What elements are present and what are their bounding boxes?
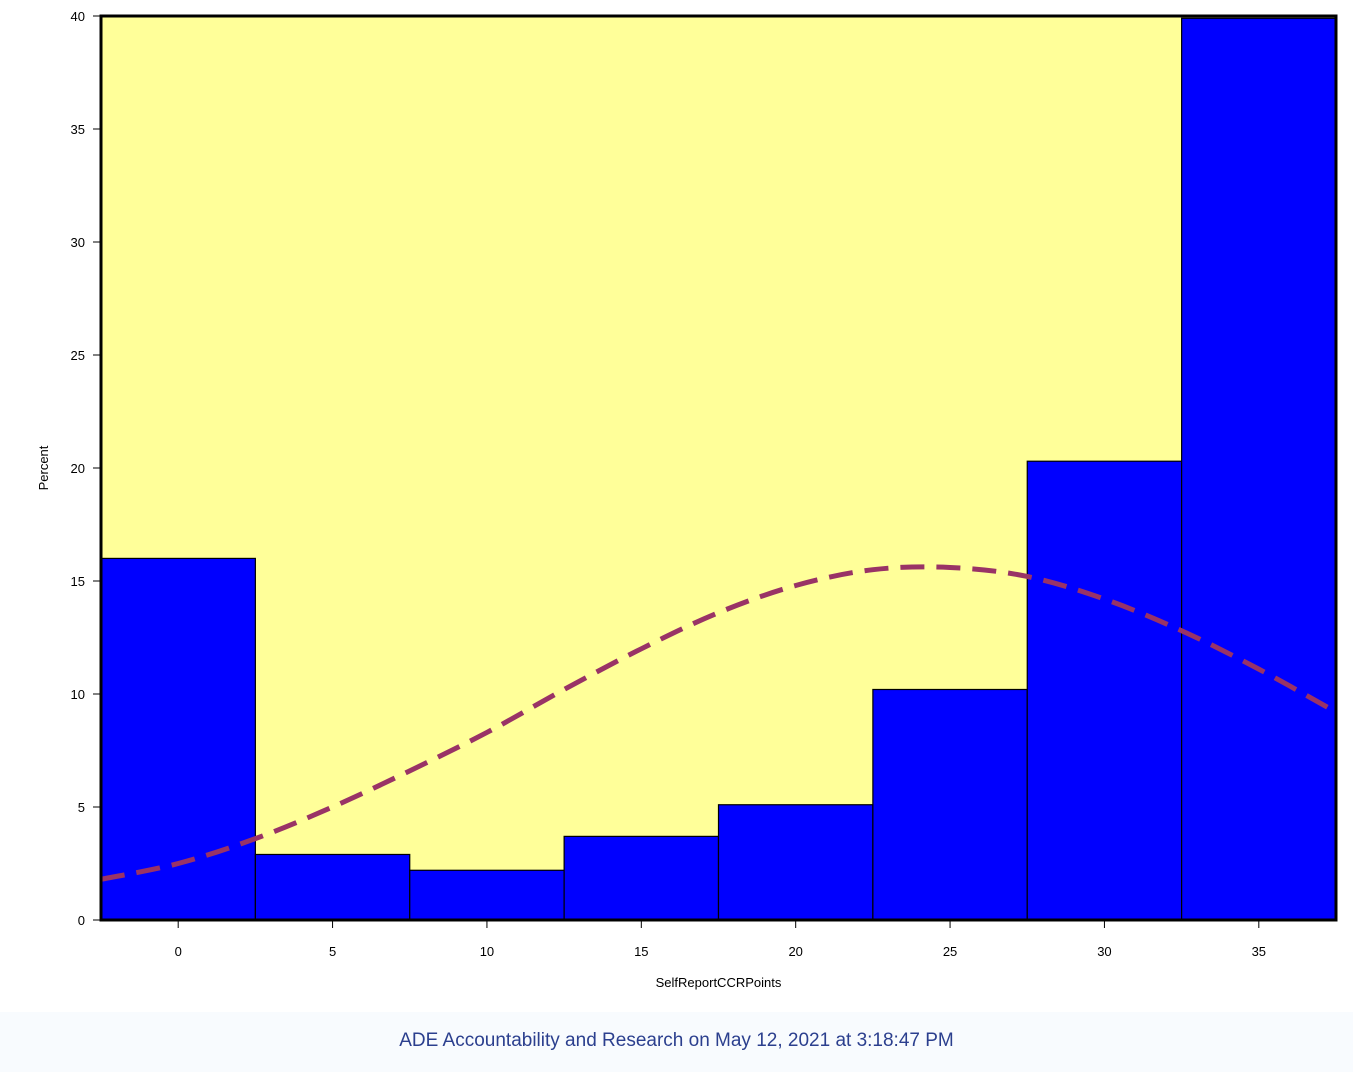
x-tick-label: 15 xyxy=(634,944,648,959)
bar-0 xyxy=(100,557,256,921)
y-tick-label: 15 xyxy=(71,574,85,589)
histogram-chart: 0 5 10 15 20 25 30 35 0 5 10 15 20 25 30 35 40 SelfRepo… xyxy=(36,9,1338,990)
bar-35 xyxy=(1181,17,1337,921)
x-axis-label: SelfReportCCRPoints xyxy=(656,975,782,990)
bar-25 xyxy=(872,688,1028,921)
y-tick-label: 20 xyxy=(71,461,85,476)
bar-20 xyxy=(717,804,874,921)
x-tick-label: 5 xyxy=(329,944,336,959)
y-tick-label: 35 xyxy=(71,122,85,137)
bar-30 xyxy=(1026,460,1183,921)
bar-5 xyxy=(254,853,411,921)
x-tick-label: 35 xyxy=(1252,944,1266,959)
y-tick-label: 0 xyxy=(78,913,85,928)
x-tick-label: 25 xyxy=(943,944,957,959)
y-tick-label: 30 xyxy=(71,235,85,250)
y-axis-label: Percent xyxy=(36,445,51,490)
x-tick-label: 10 xyxy=(480,944,494,959)
x-tick-label: 20 xyxy=(788,944,802,959)
footer-band xyxy=(0,1012,1353,1072)
y-tick-label: 5 xyxy=(78,800,85,815)
bar-15 xyxy=(563,835,720,921)
normal-density-curve xyxy=(100,564,1338,882)
x-tick-label: 30 xyxy=(1097,944,1111,959)
footer-text: ADE Accountability and Research on May 1… xyxy=(399,1030,954,1051)
y-tick-label: 10 xyxy=(71,687,85,702)
x-tick-label: 0 xyxy=(175,944,182,959)
y-tick-label: 25 xyxy=(71,348,85,363)
x-tick-labels: 0 5 10 15 20 25 30 35 xyxy=(175,944,1266,959)
bars-group xyxy=(100,17,1337,921)
bar-10 xyxy=(409,869,565,921)
plot-frame xyxy=(99,14,1338,922)
y-tick-labels: 0 5 10 15 20 25 30 35 40 xyxy=(71,9,85,928)
y-tick-label: 40 xyxy=(71,9,85,24)
